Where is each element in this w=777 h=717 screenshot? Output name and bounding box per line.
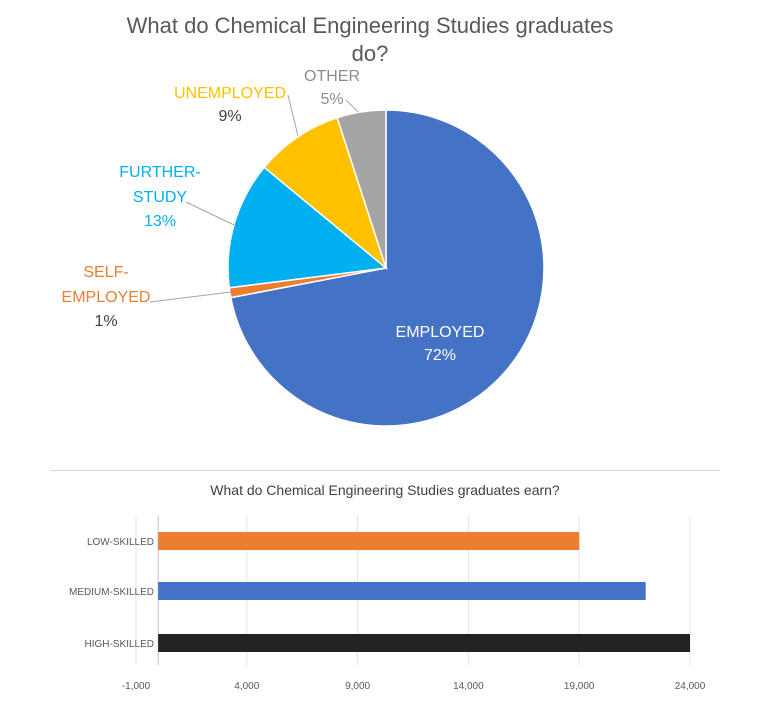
pie-label-other: OTHER [304, 68, 360, 85]
pie-chart: EMPLOYED 72% SELF- EMPLOYED 1% FURTHER- STUDY 1… [62, 68, 545, 427]
pie-label-unemployed: UNEMPLOYED [174, 85, 286, 102]
leader-line-further-study [185, 201, 235, 226]
bar-category-label: HIGH-SKILLED [85, 639, 154, 650]
bar-x-tick-label: 9,000 [345, 681, 370, 692]
bar-high-skilled [158, 634, 690, 652]
leader-line-unemployed [287, 94, 299, 137]
pie-value-self-employed: 1% [94, 313, 117, 330]
bar-category-label: LOW-SKILLED [87, 537, 154, 548]
pie-chart-title: What do Chemical Engineering Studies gra… [126, 13, 614, 66]
bar-chart: -1,000 4,000 9,000 14,000 19,000 24,000 LOW-SK… [69, 516, 706, 692]
pie-label-employed: EMPLOYED [396, 324, 485, 341]
bar-category-label: MEDIUM-SKILLED [69, 587, 154, 598]
bar-chart-title: What do Chemical Engineering Studies gra… [210, 482, 560, 498]
leader-line-other [345, 99, 359, 113]
pie-label-further-study: FURTHER- [119, 164, 200, 181]
pie-label-self-employed: EMPLOYED [62, 289, 151, 306]
bar-x-tick-label: 4,000 [234, 681, 259, 692]
chart-divider [50, 470, 720, 471]
pie-value-employed: 72% [424, 347, 456, 364]
pie-slice-other [336, 109, 387, 269]
pie-slice-unemployed [263, 116, 388, 271]
bar-x-tick-label: -1,000 [122, 681, 151, 692]
pie-label-self-employed: SELF- [83, 264, 128, 281]
pie-slice-employed [229, 109, 545, 427]
pie-value-unemployed: 9% [218, 108, 241, 125]
leader-line-self-employed [149, 291, 232, 303]
pie-label-further-study: STUDY [133, 189, 188, 206]
bar-x-tick-label: 14,000 [453, 681, 484, 692]
bar-low-skilled [158, 532, 580, 550]
pie-value-further-study: 13% [144, 213, 176, 230]
bar-x-tick-label: 24,000 [675, 681, 706, 692]
pie-slice-further-study [227, 166, 388, 289]
bar-x-tick-label: 19,000 [564, 681, 595, 692]
pie-value-other: 5% [320, 91, 343, 108]
bar-medium-skilled [158, 582, 646, 600]
